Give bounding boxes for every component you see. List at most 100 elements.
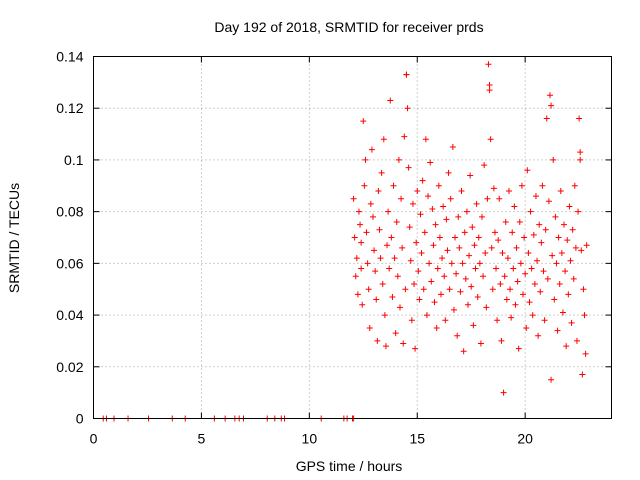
data-point <box>422 136 429 143</box>
data-point <box>446 286 453 293</box>
data-point <box>415 268 422 275</box>
data-point <box>447 195 454 202</box>
data-point <box>472 265 479 272</box>
data-point <box>373 296 380 303</box>
data-point <box>569 226 576 233</box>
data-point <box>376 226 383 233</box>
data-point <box>531 281 538 288</box>
data-point <box>375 187 382 194</box>
x-tick-label: 0 <box>90 431 98 447</box>
data-point <box>527 208 534 215</box>
data-point <box>473 200 480 207</box>
data-point <box>379 281 386 288</box>
data-point <box>405 164 412 171</box>
data-point <box>363 229 370 236</box>
data-point <box>360 118 367 125</box>
x-tick-label: 5 <box>198 431 206 447</box>
data-point <box>501 273 508 280</box>
data-point <box>404 105 411 112</box>
data-point <box>497 281 504 288</box>
data-point <box>394 273 401 280</box>
data-point <box>393 218 400 225</box>
data-point <box>367 200 374 207</box>
data-point <box>458 187 465 194</box>
data-point <box>579 371 586 378</box>
data-point <box>355 208 362 215</box>
data-point <box>493 265 500 272</box>
data-point <box>508 314 515 321</box>
data-point <box>532 193 539 200</box>
data-point <box>396 304 403 311</box>
data-point <box>517 260 524 267</box>
data-point <box>482 250 489 257</box>
y-tick-label: 0 <box>76 411 84 427</box>
x-tick-labels: 0 5 10 15 20 <box>90 431 534 447</box>
data-point <box>581 312 588 319</box>
data-point <box>513 244 520 251</box>
data-point <box>496 195 503 202</box>
data-point <box>583 242 590 249</box>
data-point <box>470 322 477 329</box>
data-point <box>361 182 368 189</box>
data-point <box>486 81 493 88</box>
data-point <box>516 218 523 225</box>
data-point <box>464 301 471 308</box>
data-point <box>358 239 365 246</box>
data-point <box>486 87 493 94</box>
data-point <box>543 115 550 122</box>
data-point <box>580 286 587 293</box>
data-point <box>511 203 518 210</box>
data-point <box>550 156 557 163</box>
data-point <box>537 288 544 295</box>
data-point <box>559 309 566 316</box>
data-point <box>400 340 407 347</box>
data-point <box>412 345 419 352</box>
data-point <box>409 200 416 207</box>
data-point <box>549 252 556 259</box>
data-point <box>364 260 371 267</box>
data-point <box>545 198 552 205</box>
data-point <box>576 115 583 122</box>
data-point <box>390 182 397 189</box>
data-point <box>538 239 545 246</box>
data-point <box>370 213 377 220</box>
data-point <box>498 337 505 344</box>
y-tick-label: 0.12 <box>56 100 83 116</box>
data-point <box>441 273 448 280</box>
data-point <box>556 281 563 288</box>
data-point <box>562 268 569 275</box>
data-point <box>525 250 532 257</box>
data-point <box>443 216 450 223</box>
chart-title: Day 192 of 2018, SRMTID for receiver prd… <box>214 19 483 35</box>
data-point <box>541 317 548 324</box>
data-point <box>548 102 555 109</box>
data-point <box>374 337 381 344</box>
data-point <box>449 144 456 150</box>
data-point <box>435 182 442 189</box>
data-point <box>377 255 384 262</box>
data-point <box>469 224 476 231</box>
data-point <box>401 133 408 140</box>
data-point <box>565 291 572 298</box>
data-point <box>552 213 559 220</box>
data-point <box>546 92 553 99</box>
data-point <box>475 234 482 241</box>
data-point <box>484 195 491 202</box>
data-point <box>467 172 474 179</box>
data-point <box>463 208 470 215</box>
data-point <box>505 187 512 194</box>
data-point <box>432 221 439 228</box>
data-point <box>553 260 560 267</box>
y-tick-label: 0.06 <box>56 255 83 271</box>
data-points <box>100 61 590 422</box>
data-point <box>366 325 373 331</box>
data-point <box>398 195 405 202</box>
data-point <box>365 286 372 293</box>
data-point <box>523 325 530 331</box>
data-point <box>386 265 393 272</box>
data-point <box>444 247 451 254</box>
data-point <box>530 231 537 238</box>
data-point <box>477 340 484 347</box>
data-point <box>419 177 426 184</box>
